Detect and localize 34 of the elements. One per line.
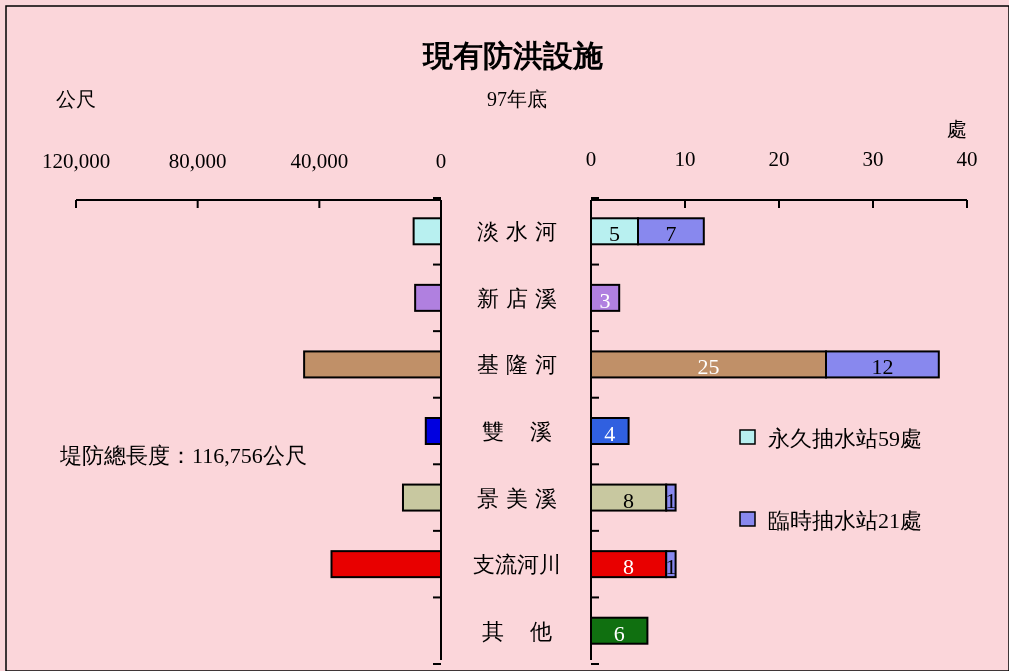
y-tick-label: 新店溪 — [477, 285, 564, 311]
data-label: 1 — [665, 487, 677, 513]
data-label: 3 — [599, 287, 611, 313]
data-label: 25 — [697, 354, 720, 380]
data-label: 4 — [604, 421, 616, 446]
data-label: 8 — [623, 487, 635, 513]
x-tick-label: 0 — [585, 147, 597, 171]
data-label: 6 — [613, 620, 625, 646]
x-tick-label: 20 — [768, 147, 790, 171]
x-tick-label: 30 — [862, 147, 884, 171]
y-tick-label: 基隆河 — [477, 352, 564, 378]
annotation: 堤防總長度：116,756公尺 — [59, 443, 307, 468]
x-tick-label: 10 — [674, 147, 696, 171]
text: 97年底 — [487, 88, 547, 110]
data-label: 1 — [665, 554, 677, 580]
x-tick-label: 40,000 — [290, 149, 349, 173]
x-axis-title: 公尺 — [56, 88, 96, 110]
x-axis-title: 處 — [947, 118, 967, 140]
x-tick-label: 80,000 — [168, 149, 227, 173]
x-tick-label: 120,000 — [41, 149, 111, 173]
y-tick-label: 淡水河 — [477, 219, 564, 245]
legend-label: 永久抽水站59處 — [768, 426, 922, 451]
y-tick-label: 其他 — [482, 618, 578, 644]
x-tick-label: 0 — [435, 149, 447, 173]
data-label: 7 — [665, 221, 677, 247]
text: 現有防洪設施 — [422, 39, 603, 72]
data-label: 12 — [871, 354, 894, 380]
y-tick-label: 雙溪 — [482, 419, 578, 444]
data-label: 8 — [623, 554, 635, 580]
x-tick-label: 40 — [956, 147, 978, 171]
y-tick-label: 支流河川 — [473, 552, 561, 578]
y-tick-label: 景美溪 — [477, 485, 564, 511]
data-label: 5 — [609, 221, 620, 247]
legend-label: 臨時抽水站21處 — [768, 508, 922, 533]
